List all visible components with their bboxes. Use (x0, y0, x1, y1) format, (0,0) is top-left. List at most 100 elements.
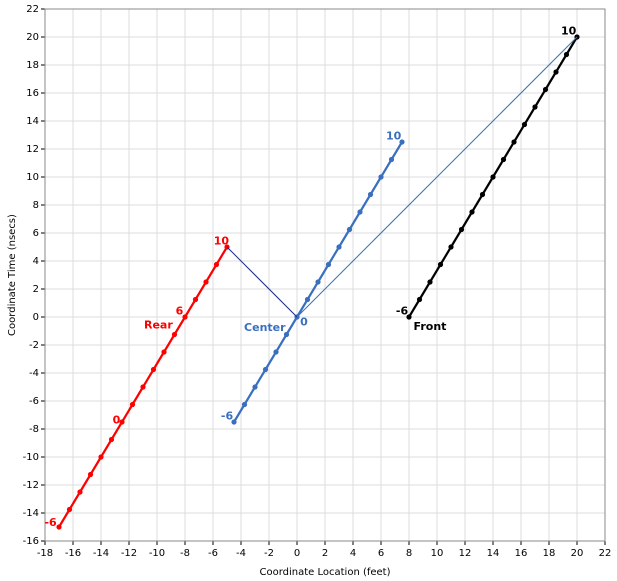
y-tick-label: 2 (33, 284, 39, 295)
annotation: 10 (561, 24, 577, 37)
y-tick-label: 18 (26, 60, 39, 71)
point (262, 366, 269, 373)
point (563, 51, 570, 58)
point (511, 139, 517, 145)
annotation: 6 (176, 304, 184, 317)
point (283, 331, 290, 338)
point (399, 139, 405, 145)
y-tick-label: -2 (29, 340, 39, 351)
y-axis-label: Coordinate Time (nsecs) (7, 214, 18, 336)
annotation: -6 (396, 304, 409, 317)
connector-line (296, 36, 578, 318)
point (469, 209, 475, 215)
point (325, 261, 332, 268)
y-tick-label: 0 (33, 312, 39, 323)
annotation: Front (414, 320, 447, 333)
x-tick-label: 6 (378, 548, 384, 559)
x-axis-label: Coordinate Location (feet) (259, 567, 390, 578)
point (150, 366, 157, 373)
x-tick-label: 4 (350, 548, 356, 559)
annotation: -6 (221, 409, 234, 422)
x-tick-label: -14 (93, 548, 109, 559)
x-tick-label: 12 (459, 548, 472, 559)
x-tick-label: -4 (236, 548, 246, 559)
x-tick-label: -12 (121, 548, 137, 559)
x-tick-label: -8 (180, 548, 190, 559)
x-tick-label: -18 (37, 548, 53, 559)
point (448, 244, 454, 250)
point (171, 331, 178, 338)
x-tick-label: 16 (515, 548, 528, 559)
annotation: 0 (113, 414, 121, 427)
point (357, 209, 363, 215)
y-tick-label: 10 (26, 172, 39, 183)
point (87, 471, 94, 478)
annotation: 10 (214, 234, 230, 247)
x-tick-label: 2 (322, 548, 328, 559)
x-tick-label: -16 (65, 548, 81, 559)
point (108, 436, 115, 443)
point (161, 349, 167, 355)
annotation: 0 (300, 316, 308, 329)
point (315, 279, 321, 285)
plot-frame (44, 8, 606, 542)
y-tick-label: -10 (23, 452, 39, 463)
point (479, 191, 486, 198)
point (378, 174, 384, 180)
annotation: Center (244, 321, 286, 334)
point (241, 401, 248, 408)
y-tick-label: -6 (29, 396, 39, 407)
point (388, 156, 395, 163)
x-tick-label: 0 (294, 548, 300, 559)
y-tick-label: 4 (33, 256, 39, 267)
y-tick-label: 12 (26, 144, 39, 155)
point (427, 279, 433, 285)
point (304, 296, 311, 303)
point (406, 314, 412, 320)
y-tick-label: 8 (33, 200, 39, 211)
point (140, 384, 146, 390)
connector-line (226, 246, 298, 318)
y-tick-label: -8 (29, 424, 39, 435)
point (192, 296, 199, 303)
x-tick-label: 8 (406, 548, 412, 559)
point (98, 454, 104, 460)
point (490, 174, 496, 180)
point (252, 384, 258, 390)
point (367, 191, 374, 198)
annotation: Rear (144, 318, 173, 331)
x-tick-label: 20 (571, 548, 584, 559)
point (119, 419, 125, 425)
point (203, 279, 209, 285)
annotation: 10 (386, 129, 402, 142)
y-tick-label: 20 (26, 32, 39, 43)
point (182, 314, 188, 320)
point (66, 506, 73, 513)
point (273, 349, 279, 355)
annotation: -6 (44, 516, 57, 529)
y-tick-label: -4 (29, 368, 39, 379)
x-tick-label: 14 (487, 548, 500, 559)
point (336, 244, 342, 250)
point (129, 401, 136, 408)
point (77, 489, 83, 495)
x-tick-label: -10 (149, 548, 165, 559)
point (213, 261, 220, 268)
y-tick-label: -16 (23, 536, 39, 547)
x-tick-label: 18 (543, 548, 556, 559)
point (521, 121, 528, 128)
point (500, 156, 507, 163)
point (532, 104, 538, 110)
y-tick-label: 16 (26, 88, 39, 99)
point (553, 69, 559, 75)
point (346, 226, 353, 233)
y-tick-label: 14 (26, 116, 39, 127)
y-tick-label: 22 (26, 4, 39, 15)
point (458, 226, 465, 233)
point (437, 261, 444, 268)
x-tick-label: 22 (599, 548, 612, 559)
x-tick-label: -2 (264, 548, 274, 559)
